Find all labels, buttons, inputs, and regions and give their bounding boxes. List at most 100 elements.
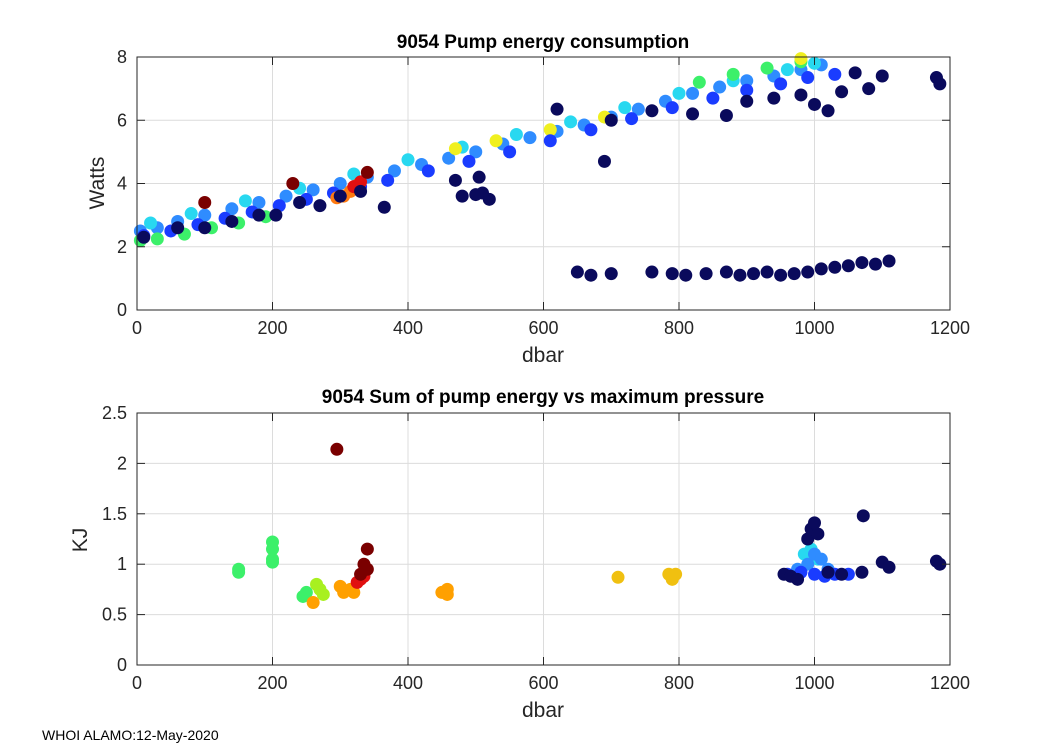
top-point-outliers-navy: [774, 268, 788, 282]
top-point-outliers-navy: [333, 189, 347, 203]
bottom-point-yellow-orange: [611, 570, 625, 584]
bottom-point-orange: [440, 582, 454, 596]
top-point-trend-light: [333, 177, 347, 190]
top-point-outliers-navy: [747, 267, 761, 281]
top-point-outliers-navy: [719, 265, 733, 279]
top-point-outliers-navy: [604, 267, 618, 281]
top-point-outliers-navy: [875, 69, 889, 83]
top-point-outliers-navy: [801, 265, 815, 279]
top-point-outliers-navy: [472, 170, 486, 184]
bottom-x-tick-label: 1200: [930, 673, 970, 693]
top-point-trend-light: [686, 86, 700, 100]
bottom-y-tick-label: 2.5: [102, 403, 127, 423]
top-point-trend-darkred: [286, 177, 300, 190]
top-point-outliers-navy: [821, 104, 835, 118]
bottom-x-tick-label: 400: [393, 673, 423, 693]
bottom-x-tick-label: 600: [528, 673, 558, 693]
top-point-trend-cyan: [509, 127, 523, 141]
top-point-outliers-navy: [645, 104, 659, 118]
top-point-trend-green: [150, 232, 164, 246]
bottom-point-orange: [306, 596, 320, 610]
top-point-outliers-navy: [841, 259, 855, 273]
top-point-outliers-navy: [760, 265, 774, 279]
top-point-trend-light: [279, 189, 293, 203]
top-point-trend-blue: [828, 67, 842, 81]
top-point-trend-light: [469, 145, 483, 159]
top-x-axis-label: dbar: [522, 344, 564, 367]
bottom-point-darkred: [360, 562, 374, 576]
top-point-outliers-navy: [828, 260, 842, 274]
top-point-outliers-navy: [137, 230, 151, 244]
bottom-point-lime: [316, 587, 330, 601]
bottom-point-green: [266, 542, 279, 556]
top-point-trend-light: [740, 74, 754, 88]
top-point-outliers-navy: [448, 173, 462, 187]
bottom-x-axis-label: dbar: [522, 699, 564, 722]
top-point-outliers-navy: [570, 265, 584, 279]
bottom-chart-title: 9054 Sum of pump energy vs maximum press…: [322, 387, 764, 408]
top-point-outliers-navy: [313, 199, 327, 213]
top-point-trend-cyan: [401, 153, 415, 167]
top-point-outliers-navy: [699, 267, 713, 281]
top-point-outliers-navy: [171, 221, 185, 235]
top-point-trend-light: [306, 183, 320, 197]
top-y-tick-label: 4: [117, 174, 127, 194]
bottom-y-tick-label: 1.5: [102, 504, 127, 524]
top-point-trend-cyan: [144, 216, 158, 230]
bottom-y-tick-label: 0: [117, 655, 127, 675]
bottom-y-tick-label: 0.5: [102, 605, 127, 625]
top-point-trend-yellow: [794, 52, 808, 66]
top-point-outliers-navy: [645, 265, 659, 279]
bottom-point-navy: [855, 565, 869, 579]
top-point-trend-cyan: [564, 115, 578, 129]
top-point-outliers-navy: [868, 257, 882, 271]
top-point-trend-light: [442, 151, 456, 165]
bottom-y-axis-label: KJ: [69, 528, 92, 553]
footer-credit: WHOI ALAMO:12-May-2020: [42, 727, 219, 743]
top-point-trend-red: [354, 175, 368, 189]
top-point-trend-light: [198, 208, 212, 222]
top-point-trend-yellow: [448, 142, 462, 156]
top-point-outliers-navy: [855, 256, 869, 270]
top-point-outliers-navy: [882, 254, 896, 268]
bottom-point-navy: [821, 565, 835, 579]
top-point-trend-blue: [462, 154, 476, 168]
top-point-outliers-navy: [198, 221, 212, 235]
bottom-point-navy: [835, 567, 849, 581]
top-x-tick-label: 1200: [930, 318, 970, 338]
top-point-outliers-navy: [377, 200, 391, 214]
bottom-x-tick-label: 1000: [794, 673, 834, 693]
top-chart: 0 200 400 600 800 1000 1200 0 2 4 6 8 9054 Pump ene…: [86, 32, 970, 367]
top-point-outliers-navy: [733, 268, 747, 282]
top-x-tick-label: 400: [393, 318, 423, 338]
bottom-x-tick-label: 200: [257, 673, 287, 693]
bottom-point-darkred: [330, 442, 344, 456]
top-y-tick-label: 2: [117, 237, 127, 257]
top-point-outliers-navy: [293, 195, 307, 209]
top-x-tick-label: 200: [257, 318, 287, 338]
top-point-outliers-navy: [719, 109, 733, 123]
top-point-trend-darkred: [198, 195, 212, 209]
top-point-outliers-navy: [597, 154, 611, 168]
top-x-tick-label: 0: [132, 318, 142, 338]
top-x-tick-label: 800: [664, 318, 694, 338]
top-point-trend-light: [387, 164, 401, 178]
top-point-trend-yellow: [543, 123, 557, 137]
top-point-outliers-navy: [679, 268, 693, 282]
top-point-trend-green: [692, 75, 706, 89]
top-point-outliers-navy: [482, 192, 496, 206]
top-y-axis-label: Watts: [86, 157, 109, 210]
bottom-point-yellow-orange: [669, 567, 683, 581]
bottom-point-navy: [808, 516, 821, 530]
top-point-outliers-navy: [686, 107, 700, 121]
bottom-point-navy: [933, 557, 947, 571]
top-point-trend-light: [631, 102, 645, 116]
top-point-trend-blue: [665, 101, 679, 115]
top-point-outliers-navy: [455, 189, 469, 203]
top-point-trend-light: [252, 195, 266, 209]
top-point-trend-cyan: [780, 63, 794, 77]
bottom-y-tick-label: 2: [117, 453, 127, 473]
top-point-outliers-navy: [787, 267, 801, 281]
top-point-outliers-navy: [740, 94, 754, 108]
top-point-outliers-navy: [584, 268, 598, 282]
